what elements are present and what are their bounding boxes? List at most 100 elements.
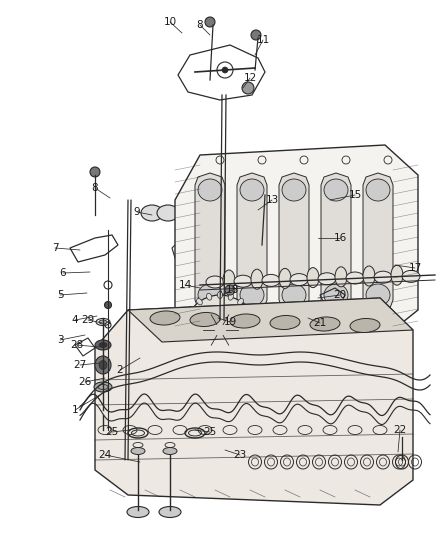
Text: 26: 26: [78, 377, 92, 387]
Ellipse shape: [163, 448, 177, 455]
Ellipse shape: [307, 268, 319, 288]
Polygon shape: [321, 173, 351, 312]
Ellipse shape: [238, 355, 244, 361]
Text: 14: 14: [178, 280, 192, 290]
Ellipse shape: [95, 356, 111, 374]
Ellipse shape: [127, 506, 149, 518]
Ellipse shape: [99, 343, 107, 348]
Ellipse shape: [141, 205, 163, 221]
Ellipse shape: [250, 317, 257, 322]
Ellipse shape: [159, 506, 181, 518]
Text: 1: 1: [72, 405, 78, 415]
Polygon shape: [128, 298, 413, 342]
Ellipse shape: [335, 267, 347, 287]
Ellipse shape: [188, 306, 195, 312]
Ellipse shape: [245, 306, 251, 312]
Circle shape: [258, 187, 268, 197]
Polygon shape: [279, 173, 309, 312]
Ellipse shape: [310, 317, 340, 331]
Ellipse shape: [207, 293, 212, 300]
Circle shape: [105, 302, 112, 309]
Text: 25: 25: [106, 427, 119, 437]
Ellipse shape: [251, 327, 258, 333]
Ellipse shape: [324, 284, 348, 306]
Text: 7: 7: [52, 243, 58, 253]
Ellipse shape: [95, 340, 111, 350]
Polygon shape: [175, 145, 418, 340]
Ellipse shape: [251, 269, 263, 289]
Ellipse shape: [282, 179, 306, 201]
Polygon shape: [95, 298, 413, 505]
Text: 11: 11: [256, 35, 270, 45]
Text: 4: 4: [72, 315, 78, 325]
Ellipse shape: [366, 284, 390, 306]
Ellipse shape: [318, 273, 336, 285]
Ellipse shape: [197, 355, 202, 361]
Ellipse shape: [240, 284, 264, 306]
Circle shape: [225, 285, 235, 295]
Text: 8: 8: [92, 183, 98, 193]
Ellipse shape: [218, 361, 223, 368]
Ellipse shape: [228, 360, 233, 367]
Polygon shape: [195, 173, 225, 312]
Ellipse shape: [207, 360, 212, 367]
Text: 21: 21: [313, 318, 327, 328]
Ellipse shape: [99, 320, 107, 324]
Ellipse shape: [238, 298, 244, 305]
Ellipse shape: [190, 312, 220, 327]
Ellipse shape: [228, 293, 233, 300]
Text: 12: 12: [244, 73, 257, 83]
Ellipse shape: [218, 292, 223, 298]
Circle shape: [90, 167, 100, 177]
Ellipse shape: [270, 316, 300, 329]
Text: 18: 18: [226, 285, 239, 295]
Text: 20: 20: [333, 290, 346, 300]
Ellipse shape: [181, 327, 188, 333]
Ellipse shape: [363, 266, 375, 286]
Ellipse shape: [198, 179, 222, 201]
Ellipse shape: [282, 284, 306, 306]
Ellipse shape: [230, 314, 260, 328]
Circle shape: [215, 325, 225, 335]
Circle shape: [185, 295, 255, 365]
Ellipse shape: [290, 273, 308, 286]
Ellipse shape: [206, 276, 224, 288]
Text: 29: 29: [81, 315, 95, 325]
Text: 8: 8: [197, 20, 203, 30]
Ellipse shape: [223, 270, 235, 290]
Ellipse shape: [183, 338, 190, 343]
Text: 16: 16: [333, 233, 346, 243]
Circle shape: [98, 413, 108, 423]
Text: 25: 25: [203, 427, 217, 437]
Ellipse shape: [131, 448, 145, 455]
Ellipse shape: [198, 284, 222, 306]
Ellipse shape: [157, 205, 179, 221]
Circle shape: [222, 67, 228, 73]
Circle shape: [242, 82, 254, 94]
Text: 2: 2: [117, 365, 124, 375]
Text: 27: 27: [74, 360, 87, 370]
Text: 17: 17: [408, 263, 422, 273]
Text: 24: 24: [99, 450, 112, 460]
Ellipse shape: [94, 382, 112, 392]
Ellipse shape: [234, 275, 252, 287]
Text: 13: 13: [265, 195, 279, 205]
Ellipse shape: [402, 270, 420, 282]
Ellipse shape: [346, 272, 364, 284]
Ellipse shape: [279, 269, 291, 288]
Ellipse shape: [374, 271, 392, 283]
Text: 28: 28: [71, 340, 84, 350]
Ellipse shape: [391, 265, 403, 285]
Text: 15: 15: [348, 190, 362, 200]
Ellipse shape: [197, 298, 202, 305]
Ellipse shape: [366, 179, 390, 201]
Ellipse shape: [350, 318, 380, 333]
Polygon shape: [363, 173, 393, 312]
Ellipse shape: [240, 179, 264, 201]
Ellipse shape: [188, 348, 195, 353]
Text: 3: 3: [57, 335, 64, 345]
Text: 23: 23: [233, 450, 247, 460]
Ellipse shape: [262, 274, 280, 286]
Text: 22: 22: [393, 425, 406, 435]
Polygon shape: [237, 173, 267, 312]
